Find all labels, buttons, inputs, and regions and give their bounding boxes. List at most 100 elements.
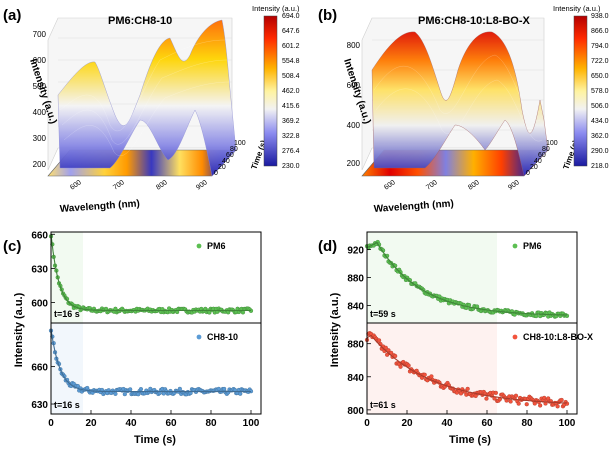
x-tick-label: 100 [243,418,260,429]
panel-a-surface [57,19,237,177]
panel-b-x-ticks: 600 700 800 900 [383,179,521,191]
panel-c-ylabel: Intensity (a.u.) [13,292,25,367]
plot-frame [366,322,578,415]
panel-b-surface [371,31,549,177]
y-tick-label: 920 [347,246,364,257]
x-tick-label: 60 [165,418,177,429]
data-point [122,392,127,397]
x-tick-label: 0 [364,418,370,429]
panel-a-xlabel: Wavelength (nm) [59,198,140,215]
x-tick-label: 40 [441,418,453,429]
x-tick: 700 [112,179,126,191]
panel-label-d: (d) [318,238,337,255]
data-point [376,338,382,343]
data-point [429,374,434,379]
z-tick: 400 [33,108,47,117]
fit-line [50,234,251,312]
z-tick: 800 [347,41,361,50]
annotation: t=61 s [370,400,396,410]
data-point [559,397,564,403]
cbar-tick: 369.2 [282,118,300,125]
cbar-tick: 694.0 [282,13,300,20]
z-tick: 700 [33,30,47,39]
cbar-tick: 415.6 [282,103,300,110]
x-tick-label: 20 [85,418,97,429]
data-point [238,391,243,396]
shade-region [51,323,83,414]
y-tick: 0 [526,170,530,177]
data-point [406,363,411,368]
cbar-tick: 218.0 [591,163,609,170]
y-tick: 40 [222,158,230,165]
panel-a-colorbar-title: Intensity (a.u.) [252,4,300,13]
y-tick: 0 [214,170,218,177]
y-tick-label: 660 [31,363,48,374]
shade-region [367,323,497,414]
panel-a-colorbar [263,15,278,167]
cbar-tick: 462.0 [282,88,300,95]
data-point [538,403,543,408]
legend-marker [512,243,518,249]
cbar-tick: 230.0 [282,163,300,170]
y-tick-label: 880 [347,340,364,351]
panel-d-xlabel: Time (s) [449,434,491,446]
panel-c-kinetics: (c) Intensity (a.u.) Time (s) 600630660P… [3,230,262,446]
cbar-tick: 578.0 [591,88,609,95]
data-point [398,364,403,369]
data-point [138,387,144,392]
z-tick: 600 [347,81,361,90]
data-point [484,396,489,401]
data-point [564,401,570,406]
x-tick: 900 [507,179,521,191]
panel-a-z-ticks: 700 600 500 400 300 200 [33,30,47,169]
data-point [534,314,539,319]
annotation: t=16 s [54,309,80,319]
cbar-tick: 722.0 [591,58,609,65]
y-tick: 100 [234,140,246,147]
legend-marker [196,334,202,340]
data-point [513,393,519,398]
panel-b-colorbar-title: Intensity (a.u.) [553,4,601,13]
data-point [555,404,560,409]
data-point [465,386,470,391]
panel-d-kinetics: (d) Intensity (a.u.) Time (s) 840 880 920 P… [318,231,593,446]
fit-line [366,334,567,404]
z-tick: 300 [33,134,47,143]
y-tick: 60 [226,152,234,159]
panel-a-surface-mesh [59,39,231,156]
x-tick: 700 [425,179,439,191]
panel-a-title: PM6:CH8-10 [108,15,172,27]
z-tick: 200 [33,160,47,169]
panel-label-b: (b) [318,7,337,24]
legend-marker [512,334,518,340]
x-tick: 900 [195,179,209,191]
cbar-tick: 601.2 [282,43,300,50]
annotation: t=16 s [54,400,80,410]
cbar-tick: 290.0 [591,148,609,155]
y-tick-label: 660 [31,230,48,241]
y-tick-label: 880 [347,274,364,285]
x-tick-label: 20 [401,418,413,429]
panel-b-colorbar-ticks: 938.0 866.0 794.0 722.0 650.0 578.0 506.… [591,13,609,170]
cbar-tick: 938.0 [591,13,609,20]
x-tick: 600 [383,179,397,191]
x-tick-label: 40 [125,418,137,429]
panel-a-colorbar-ticks: 694.0 647.6 601.2 554.8 508.4 462.0 415.… [282,13,300,170]
panel-b-colorbar [573,15,588,167]
panel-c-xlabel: Time (s) [134,434,176,446]
y-tick-label: 600 [31,299,48,310]
fit-line [50,329,251,393]
data-point [493,390,498,395]
panel-a-y-ticks: 0 20 40 60 80 100 [214,140,246,177]
y-tick-label: 840 [347,302,364,313]
x-tick-label: 100 [559,418,576,429]
legend-label: PM6 [523,241,542,251]
y-tick: 80 [230,146,238,153]
data-point [177,386,182,391]
panel-b-y-ticks: 0 20 40 60 80 100 [526,140,558,177]
y-tick: 20 [530,164,538,171]
legend-label: CH8-10 [207,332,238,342]
panel-label-a: (a) [3,7,21,24]
legend-label: PM6 [207,241,226,251]
